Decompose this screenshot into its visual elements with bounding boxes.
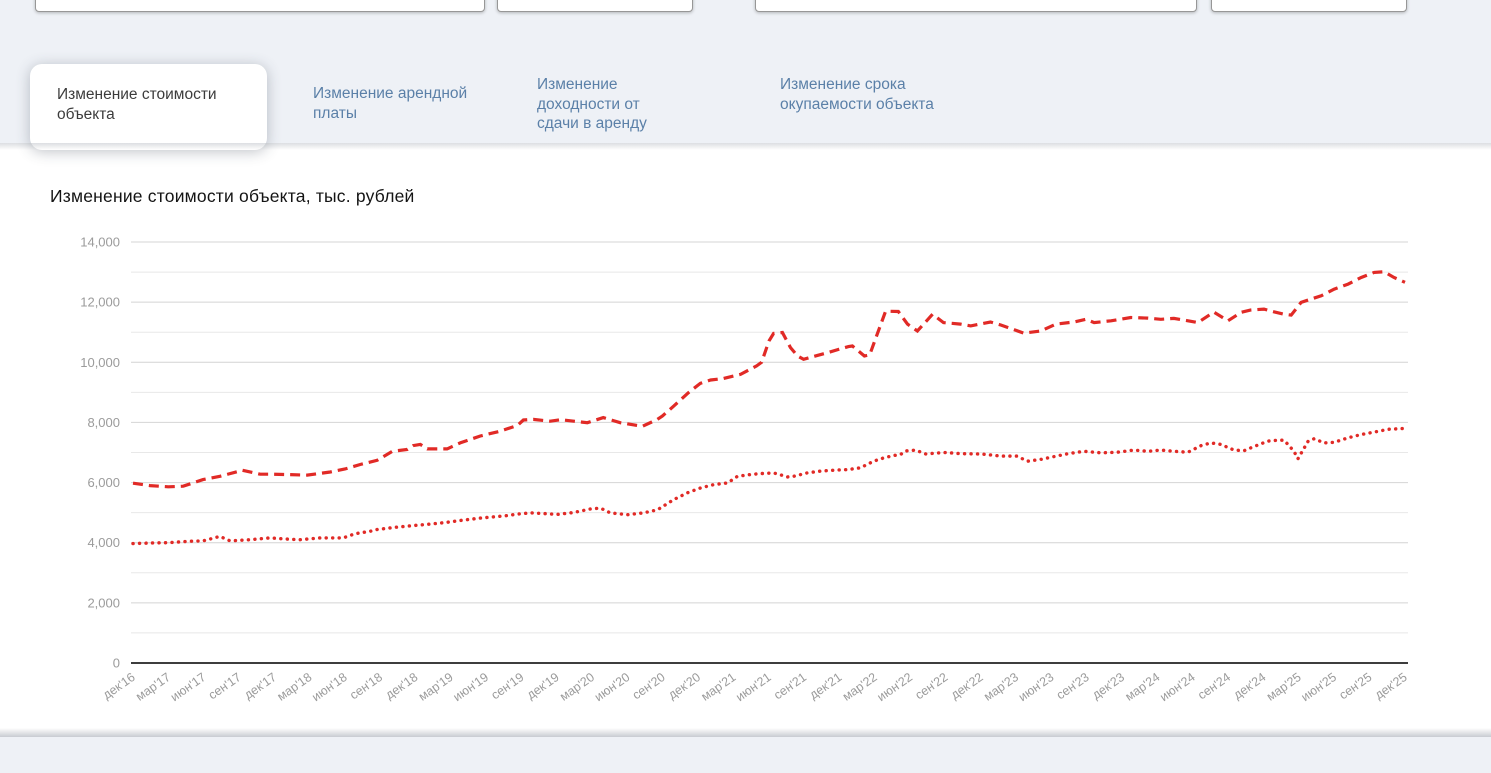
filter-input-2[interactable] xyxy=(497,0,693,12)
x-tick-label: мар'20 xyxy=(557,670,597,704)
x-tick-label: сен'20 xyxy=(630,670,668,702)
x-tick-label: мар'22 xyxy=(840,670,880,704)
tab-payback-period-change[interactable]: Изменение срока окупаемости объекта xyxy=(780,76,934,113)
x-tick-label: июн'17 xyxy=(168,670,208,704)
x-tick-label: мар'24 xyxy=(1123,670,1163,704)
filter-input-4[interactable] xyxy=(1211,0,1407,12)
tab-rental-yield-change[interactable]: Изменение доходности от сдачи в аренду xyxy=(537,76,647,132)
x-tick-label: июн'25 xyxy=(1299,670,1339,704)
x-tick-label: дек'24 xyxy=(1231,670,1269,702)
x-tick-label: сен'25 xyxy=(1337,670,1375,702)
x-tick-label: мар'23 xyxy=(981,670,1021,704)
x-tick-label: сен'22 xyxy=(913,670,951,702)
series-property-value-dashed xyxy=(132,270,1406,489)
x-tick-label: мар'18 xyxy=(275,670,315,704)
x-tick-label: мар'25 xyxy=(1264,670,1304,704)
x-tick-label: сен'18 xyxy=(347,670,385,702)
y-tick-label: 2,000 xyxy=(87,595,120,610)
filter-input-1[interactable] xyxy=(35,0,485,12)
x-tick-label: дек'20 xyxy=(666,670,704,702)
content-bottom-shadow xyxy=(0,728,1491,737)
series-lower-dotted xyxy=(131,426,1407,546)
y-tick-label: 8,000 xyxy=(87,415,120,430)
x-tick-label: сен'17 xyxy=(206,670,244,702)
x-tick-label: сен'21 xyxy=(771,670,809,702)
x-tick-label: июн'20 xyxy=(592,670,632,704)
y-tick-label: 10,000 xyxy=(80,355,120,370)
y-tick-label: 14,000 xyxy=(80,235,120,250)
tab-rent-change[interactable]: Изменение арендной платы xyxy=(313,85,468,122)
x-tick-label: дек'23 xyxy=(1090,670,1128,702)
x-tick-label: дек'25 xyxy=(1372,670,1410,702)
x-tick-label: июн'19 xyxy=(451,670,491,704)
chart-title: Изменение стоимости объекта, тыс. рублей xyxy=(50,186,415,206)
x-tick-label: июн'24 xyxy=(1157,670,1197,704)
y-tick-label: 12,000 xyxy=(80,295,120,310)
x-tick-label: мар'21 xyxy=(699,670,739,704)
x-tick-label: дек'17 xyxy=(242,670,280,702)
y-tick-label: 6,000 xyxy=(87,475,120,490)
x-tick-label: сен'24 xyxy=(1195,670,1233,702)
x-tick-label: дек'18 xyxy=(383,670,421,702)
x-tick-label: июн'22 xyxy=(875,670,915,704)
tab-property-value-change-active[interactable]: Изменение стоимости объекта xyxy=(30,64,267,150)
x-tick-label: дек'16 xyxy=(100,670,138,702)
x-tick-label: сен'19 xyxy=(489,670,527,702)
x-tick-label: мар'17 xyxy=(133,670,173,704)
x-tick-label: дек'19 xyxy=(524,670,562,702)
x-tick-label: июн'18 xyxy=(309,670,349,704)
x-tick-label: дек'21 xyxy=(807,670,845,702)
y-tick-label: 0 xyxy=(113,656,120,671)
x-tick-label: июн'21 xyxy=(733,670,773,704)
tab-label: Изменение стоимости объекта xyxy=(57,86,217,123)
filter-input-3[interactable] xyxy=(755,0,1197,12)
x-tick-label: июн'23 xyxy=(1016,670,1056,704)
y-tick-label: 4,000 xyxy=(87,535,120,550)
x-tick-label: сен'23 xyxy=(1054,670,1092,702)
x-tick-label: дек'22 xyxy=(948,670,986,702)
bottom-band xyxy=(0,737,1491,773)
x-tick-label: мар'19 xyxy=(416,670,456,704)
